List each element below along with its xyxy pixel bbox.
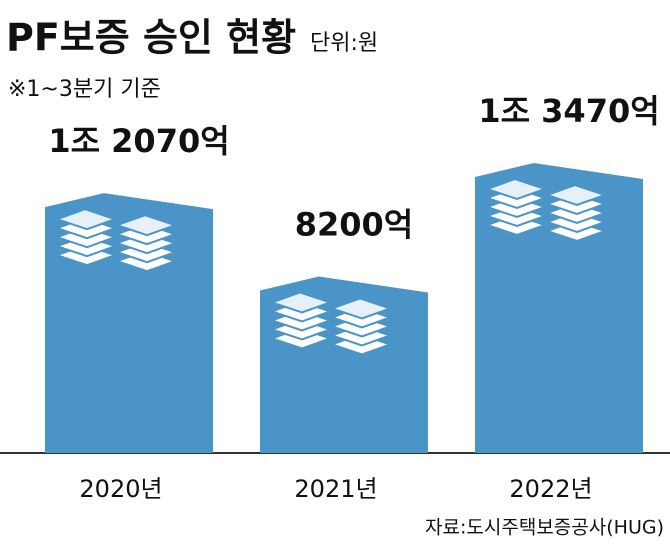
x-tick-label: 2020년 <box>79 475 162 503</box>
chart-subtitle: ※1~3분기 기준 <box>8 77 161 102</box>
book-icon <box>113 214 179 237</box>
book-icon <box>483 177 549 201</box>
value-label: 8200억 <box>295 205 414 243</box>
value-label: 1조 3470억 <box>478 92 659 130</box>
x-tick-label: 2022년 <box>509 475 592 503</box>
book-icon <box>328 297 394 320</box>
chart-title: PF보증 승인 현황 <box>6 16 296 60</box>
book-icon <box>53 208 119 231</box>
source-note: 자료:도시주택보증공사(HUG) <box>425 517 664 539</box>
unit-label: 단위:원 <box>310 31 378 56</box>
book-icon <box>268 291 334 314</box>
book-icon <box>543 183 609 207</box>
x-tick-label: 2021년 <box>294 475 377 503</box>
value-label: 1조 2070억 <box>48 122 229 160</box>
